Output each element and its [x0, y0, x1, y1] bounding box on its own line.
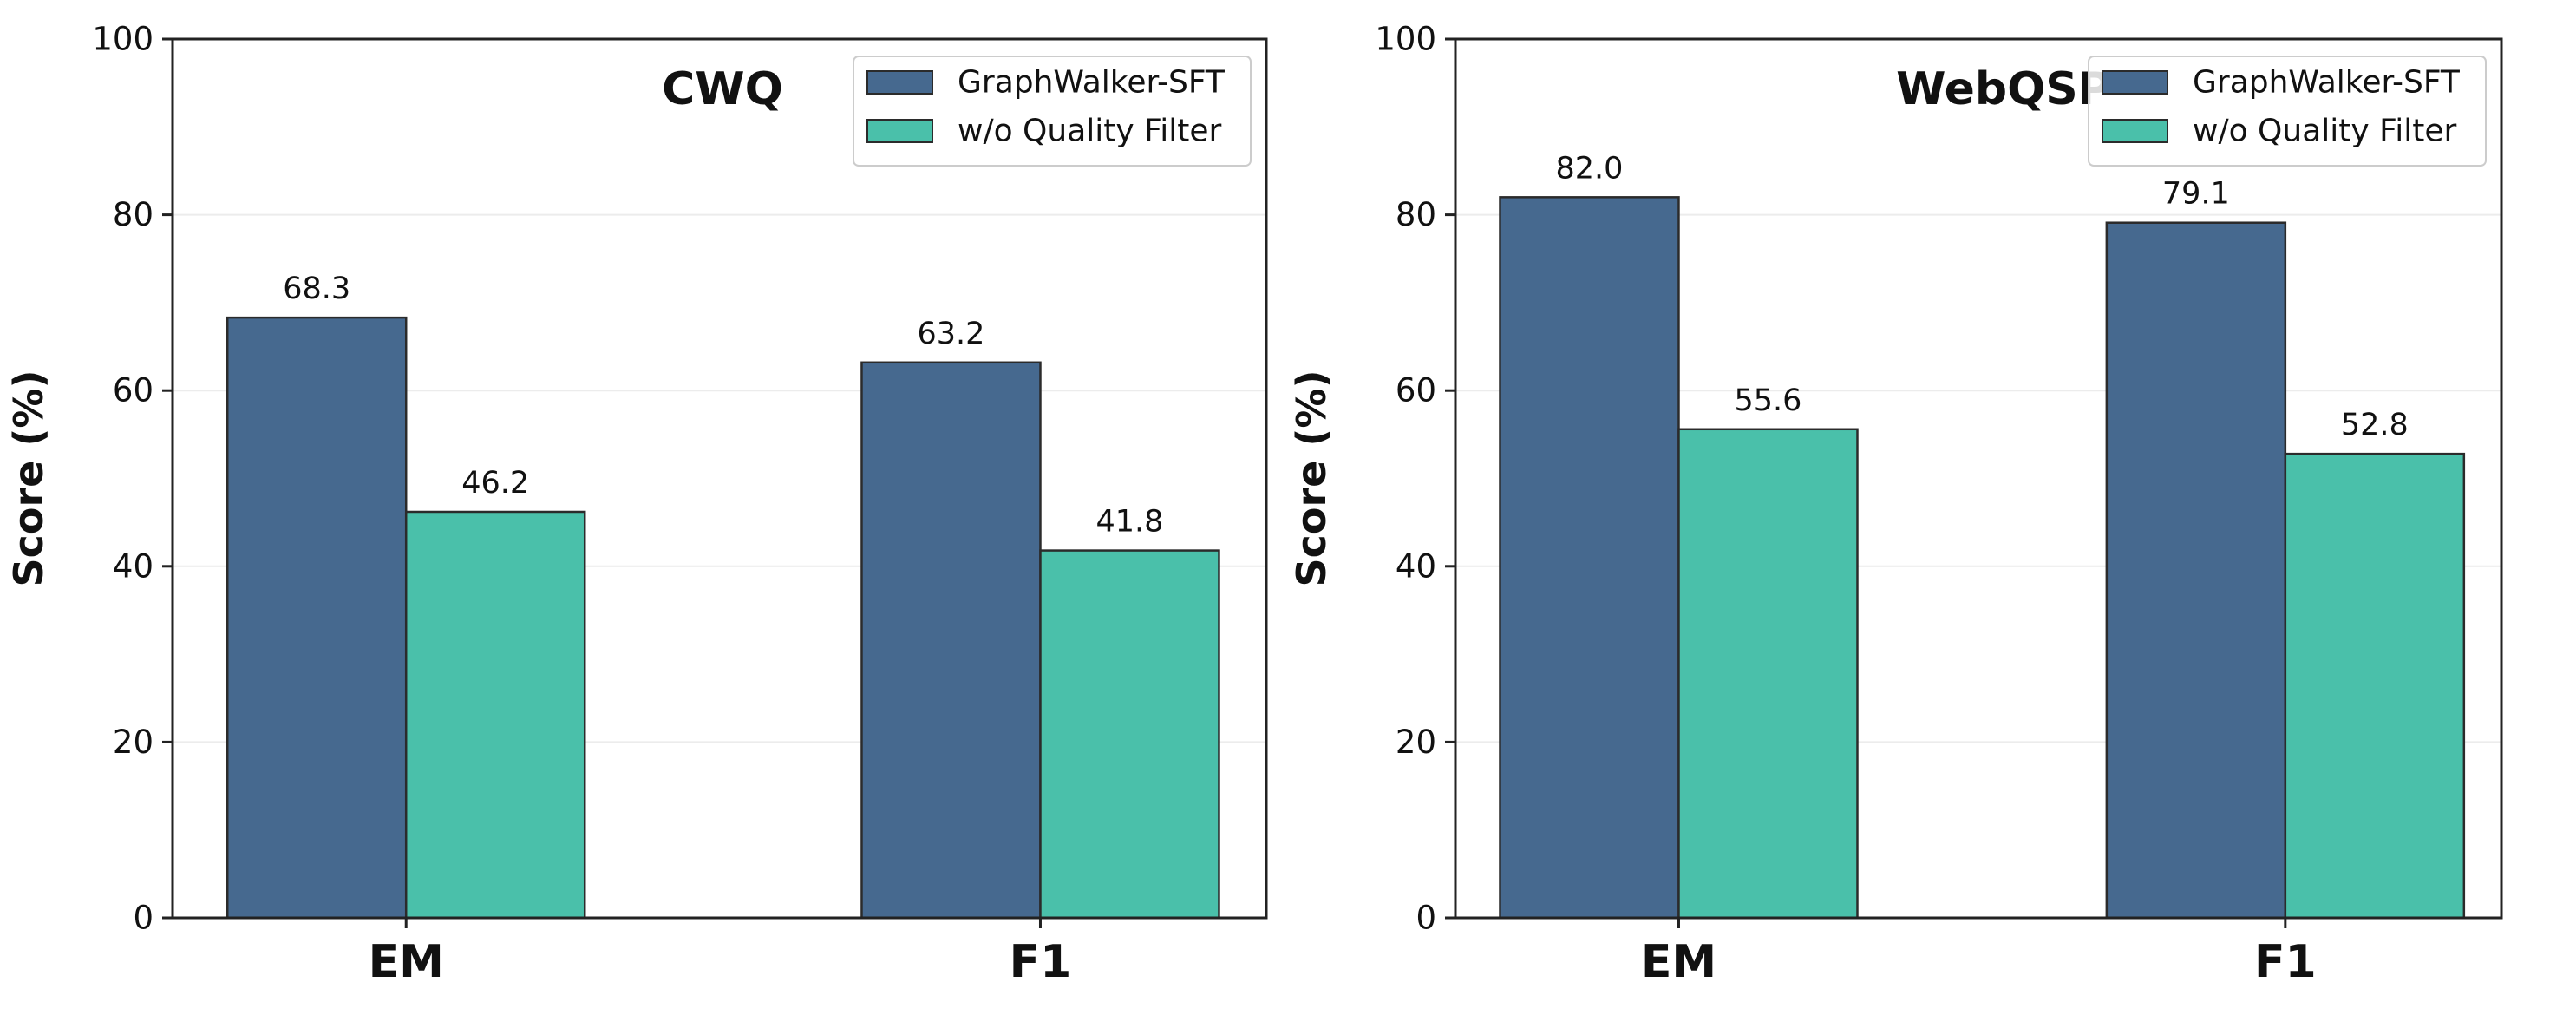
legend-label: w/o Quality Filter	[2193, 114, 2456, 149]
chart-panel-cwq: 0 20 40 60 80 100 68.3 46.2 EM 63.2 41.8 F1 Score (%…	[5, 21, 1268, 988]
legend-swatch	[2102, 70, 2168, 95]
bar-graphwalker-sft-f1	[2105, 221, 2287, 920]
chart-title: WebQSP	[1896, 63, 2111, 115]
legend: GraphWalker-SFT w/o Quality Filter	[853, 56, 1252, 167]
bar-value-label: 63.2	[918, 317, 985, 351]
y-tick-label: 0	[1415, 900, 1436, 937]
y-tick-label: 40	[1396, 547, 1436, 585]
bar-value-label: 68.3	[283, 272, 350, 306]
legend-label: w/o Quality Filter	[958, 114, 1221, 149]
y-tick-label: 60	[113, 372, 154, 409]
bar-value-label: 41.8	[1096, 505, 1164, 540]
legend-label: GraphWalker-SFT	[2193, 65, 2461, 101]
legend-label: GraphWalker-SFT	[958, 65, 1226, 101]
y-tick-label: 0	[133, 900, 154, 937]
y-tick-label: 40	[113, 547, 154, 585]
bar-value-label: 55.6	[1735, 383, 1802, 418]
legend-swatch	[866, 70, 933, 95]
bar-value-label: 79.1	[2162, 177, 2230, 212]
bar-value-label: 52.8	[2341, 408, 2409, 442]
y-tick-label: 20	[1396, 724, 1436, 761]
plot-frame	[171, 37, 1268, 920]
y-axis-label: Score (%)	[5, 370, 52, 586]
y-tick-label: 100	[1375, 21, 1436, 58]
legend: GraphWalker-SFT w/o Quality Filter	[2088, 56, 2487, 167]
bar-graphwalker-sft-em	[1499, 196, 1680, 920]
x-tick-label: EM	[369, 936, 444, 988]
bar-w-o-quality-filter-f1	[1039, 549, 1220, 920]
bar-value-label: 82.0	[1556, 151, 1624, 186]
plot-frame	[1454, 37, 2503, 920]
legend-swatch	[2102, 119, 2168, 143]
chart-panel-webqsp: 0 20 40 60 80 100 82.0 55.6 EM 79.1 52.8 F1 Score (%…	[1288, 21, 2503, 988]
y-tick-label: 100	[92, 21, 154, 58]
y-tick-label: 20	[113, 724, 154, 761]
bar-value-label: 46.2	[461, 466, 529, 501]
x-tick-label: F1	[2254, 936, 2317, 988]
bar-graphwalker-sft-f1	[860, 361, 1042, 920]
legend-swatch	[866, 119, 933, 143]
y-tick-label: 60	[1396, 372, 1436, 409]
x-tick-label: F1	[1010, 936, 1072, 988]
y-tick-label: 80	[113, 196, 154, 233]
bar-graphwalker-sft-em	[226, 316, 408, 920]
legend-box	[853, 56, 1252, 167]
chart-title: CWQ	[662, 63, 783, 115]
legend-box	[2088, 56, 2487, 167]
x-tick-label: EM	[1641, 936, 1716, 988]
bar-w-o-quality-filter-em	[1677, 428, 1859, 920]
y-axis-label: Score (%)	[1288, 370, 1335, 586]
bar-w-o-quality-filter-f1	[2284, 452, 2466, 920]
bar-w-o-quality-filter-em	[404, 510, 586, 920]
y-tick-label: 80	[1396, 196, 1436, 233]
